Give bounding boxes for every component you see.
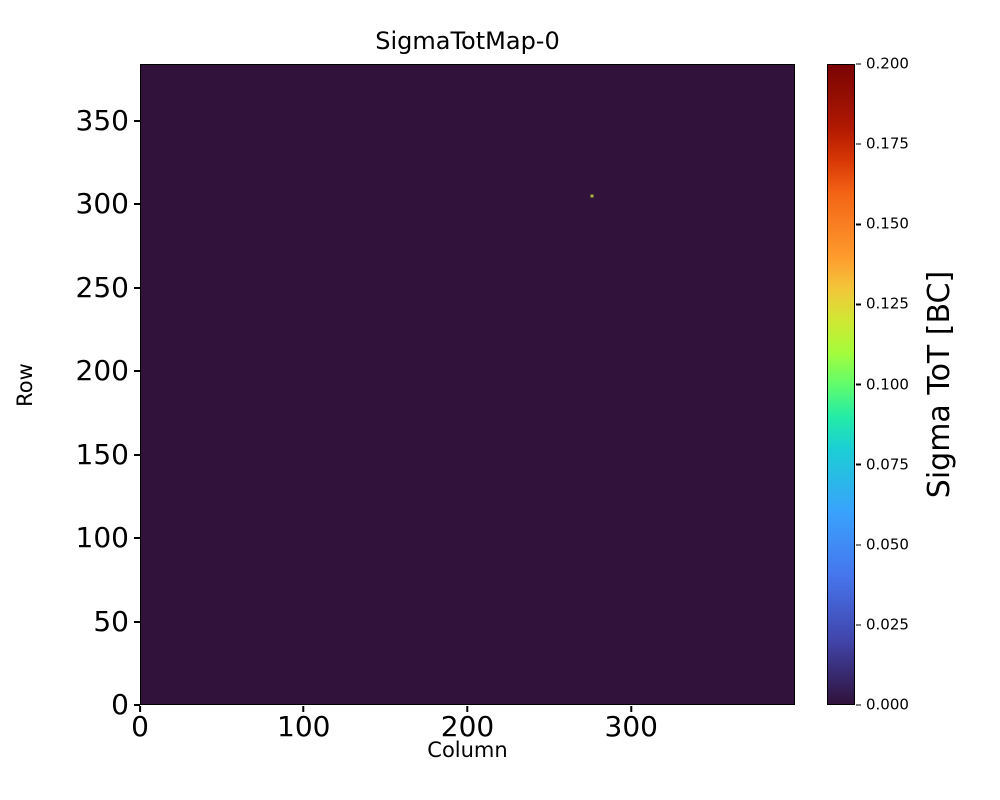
y-tick-label: 150 xyxy=(75,437,129,471)
x-tick-mark xyxy=(466,706,469,712)
y-axis-ticks: 0 50 100 150 200 250 300 350 xyxy=(0,64,140,719)
y-tick-label: 0 xyxy=(111,688,129,721)
x-tick-mark xyxy=(138,706,141,712)
y-tick: 250 xyxy=(75,270,140,304)
y-tick-mark xyxy=(134,119,140,122)
colorbar-tick: 0.100 xyxy=(856,377,909,392)
y-tick-mark xyxy=(134,203,140,206)
y-tick: 50 xyxy=(93,604,140,638)
colorbar-tick-mark xyxy=(856,143,861,145)
x-tick-label: 200 xyxy=(440,710,495,743)
colorbar-tick-label: 0.200 xyxy=(866,54,909,73)
colorbar-tick: 0.200 xyxy=(856,54,909,73)
colorbar-tick-mark xyxy=(856,624,861,626)
x-tick: 300 xyxy=(605,706,658,741)
x-axis-ticks: 0 100 200 300 xyxy=(131,706,795,750)
x-tick-label: 0 xyxy=(131,710,149,743)
y-tick-mark xyxy=(134,704,140,706)
colorbar-tick: 0.000 xyxy=(856,695,909,714)
x-tick: 100 xyxy=(277,706,330,741)
colorbar-tick-label: 0.075 xyxy=(866,455,909,474)
colorbar xyxy=(827,64,855,705)
heatmap-plot-area xyxy=(140,64,795,705)
y-tick: 200 xyxy=(76,357,140,385)
colorbar-tick-mark xyxy=(856,463,861,466)
colorbar-tick-label: 0.000 xyxy=(866,695,909,714)
colorbar-tick-mark xyxy=(856,544,861,546)
y-tick-mark xyxy=(134,370,140,373)
colorbar-tick: 0.075 xyxy=(856,457,909,472)
y-tick-label: 100 xyxy=(75,521,129,555)
x-tick-label: 300 xyxy=(604,710,658,743)
x-tick-label: 100 xyxy=(277,710,331,743)
y-tick: 350 xyxy=(75,103,140,137)
colorbar-tick-label: 0.125 xyxy=(866,294,909,313)
chart-title: SigmaTotMap-0 xyxy=(375,27,560,55)
colorbar-tick: 0.150 xyxy=(856,214,909,233)
colorbar-tick: 0.025 xyxy=(856,617,909,632)
colorbar-tick-mark xyxy=(856,63,861,65)
colorbar-ticks: 0.000 0.025 0.050 0.075 0.100 0.125 0.150 0.175… xyxy=(856,56,986,712)
colorbar-tick-label: 0.050 xyxy=(866,535,909,554)
colorbar-tick-label: 0.175 xyxy=(866,134,909,153)
colorbar-tick-label: 0.100 xyxy=(866,375,909,393)
colorbar-tick-mark xyxy=(856,303,861,306)
y-tick-mark xyxy=(134,620,140,623)
x-tick: 0 xyxy=(131,706,149,741)
colorbar-tick-label: 0.025 xyxy=(866,615,909,634)
y-tick-mark xyxy=(134,453,140,456)
colorbar-tick: 0.125 xyxy=(856,294,909,313)
colorbar-tick: 0.050 xyxy=(856,537,909,552)
colorbar-tick-mark xyxy=(856,383,861,386)
colorbar-tick-mark xyxy=(856,223,861,225)
colorbar-tick-label: 0.150 xyxy=(866,214,909,233)
x-tick-mark xyxy=(630,706,633,712)
y-tick-label: 300 xyxy=(75,187,129,221)
y-tick-label: 200 xyxy=(75,354,129,388)
y-tick: 100 xyxy=(76,524,140,552)
colorbar-gradient xyxy=(828,65,854,704)
y-tick: 300 xyxy=(76,190,140,218)
x-tick: 200 xyxy=(441,706,494,741)
y-tick: 150 xyxy=(75,437,140,471)
y-tick-mark xyxy=(134,537,140,540)
colorbar-label: Sigma ToT [BC] xyxy=(922,270,958,499)
x-tick-mark xyxy=(302,706,305,712)
hot-pixel xyxy=(590,194,594,198)
y-tick-label: 250 xyxy=(75,270,129,304)
colorbar-label-wrap: Sigma ToT [BC] xyxy=(898,64,982,705)
colorbar-tick-mark xyxy=(856,704,861,706)
colorbar-tick: 0.175 xyxy=(856,134,909,153)
x-axis-label: Column xyxy=(427,738,508,762)
y-tick-label: 50 xyxy=(93,604,129,638)
y-tick: 0 xyxy=(111,691,140,719)
y-tick-mark xyxy=(134,286,140,289)
y-tick-label: 350 xyxy=(75,103,129,137)
